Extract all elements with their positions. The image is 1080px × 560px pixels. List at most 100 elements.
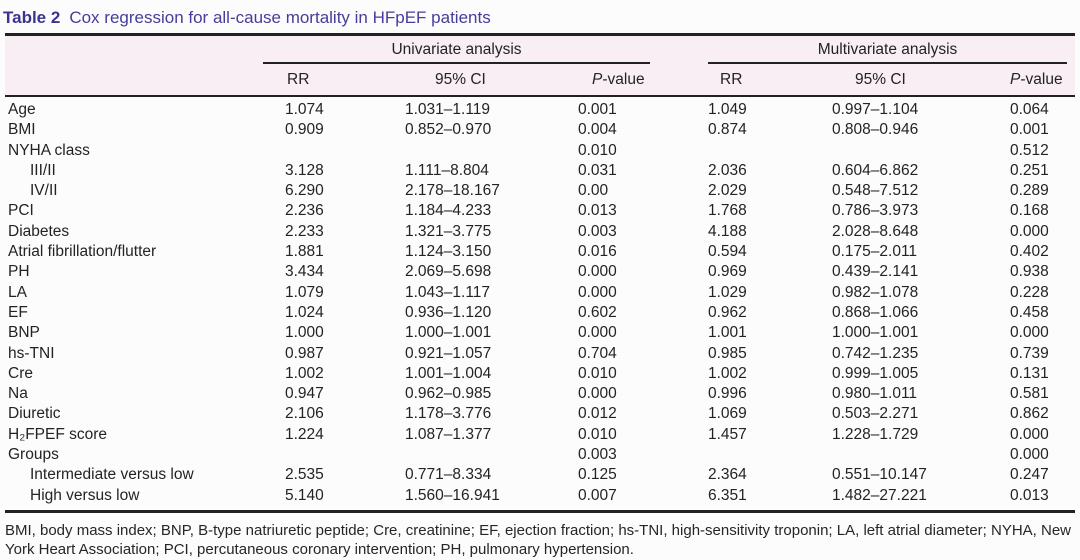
cell-uni-ci: 1.001–1.004 [405, 364, 492, 382]
row-label: Groups [8, 446, 59, 464]
row-label: hs-TNI [8, 344, 55, 362]
cell-uni-rr: 2.106 [285, 405, 324, 423]
column-header-multi-rr: RR [720, 71, 743, 88]
cell-multi-p: 0.000 [1010, 222, 1049, 240]
column-header-variable [8, 64, 263, 95]
row-label: EF [8, 303, 28, 321]
cell-multi-rr: 0.594 [708, 243, 747, 261]
cell-uni-p: 0.012 [578, 405, 617, 423]
column-header-multi-ci: 95% CI [855, 71, 906, 88]
group-header-univariate: Univariate analysis [263, 36, 650, 64]
row-label: Age [8, 101, 36, 118]
cell-uni-ci: 1.321–3.775 [405, 222, 492, 240]
cell-uni-rr [263, 445, 383, 465]
cell-multi-ci: 0.786–3.973 [832, 202, 919, 220]
cell-gap [650, 141, 708, 161]
cell-gap [650, 242, 708, 262]
cell-multi-p: 0.458 [1010, 303, 1049, 321]
cell-multi-p: 0.512 [1010, 141, 1049, 159]
cell-uni-p: 0.031 [578, 161, 617, 179]
row-label: BNP [8, 324, 40, 342]
table-number: Table 2 [3, 8, 61, 27]
cell-multi-ci: 0.982–1.078 [832, 283, 919, 301]
cell-multi-rr [708, 445, 830, 465]
cell-multi-ci: 0.439–2.141 [832, 263, 919, 281]
cell-multi-ci: 0.742–1.235 [832, 344, 919, 362]
cell-uni-p: 0.000 [578, 263, 617, 281]
cell-uni-ci: 0.936–1.120 [405, 303, 492, 321]
cell-gap [650, 161, 708, 181]
cell-multi-rr: 0.874 [708, 121, 747, 139]
column-header-uni-rr: RR [287, 71, 310, 88]
cell-uni-rr: 1.024 [285, 303, 324, 321]
column-header-uni-pvalue: P-value [592, 71, 645, 88]
cell-multi-ci: 0.503–2.271 [832, 405, 919, 423]
cell-uni-p: 0.010 [578, 364, 617, 382]
cell-multi-p: 0.402 [1010, 243, 1049, 261]
row-label: Atrial fibrillation/flutter [8, 243, 157, 261]
header-spacer [8, 36, 263, 64]
cell-gap [650, 323, 708, 343]
cell-gap [650, 404, 708, 424]
cox-regression-table: Univariate analysis Multivariate analysi… [5, 33, 1075, 513]
row-label: Intermediate versus low [30, 466, 194, 484]
cell-uni-rr: 1.224 [285, 425, 324, 443]
row-label: High versus low [30, 486, 140, 504]
cell-uni-ci: 1.043–1.117 [405, 283, 491, 301]
cell-uni-ci: 1.124–3.150 [405, 243, 492, 261]
cell-uni-p: 0.010 [578, 141, 617, 159]
table-caption-text: Cox regression for all-cause mortality i… [69, 8, 491, 27]
cell-multi-rr: 0.962 [708, 303, 747, 321]
cell-gap [650, 120, 708, 140]
row-label: III/II [30, 161, 56, 179]
cell-uni-p: 0.007 [578, 486, 617, 504]
cell-gap [650, 384, 708, 404]
cell-uni-p: 0.000 [578, 324, 617, 342]
cell-multi-ci: 2.028–8.648 [832, 222, 919, 240]
cell-uni-rr: 0.987 [285, 344, 324, 362]
row-label: Diabetes [8, 222, 70, 240]
row-label: Diuretic [8, 405, 61, 423]
cell-multi-rr: 1.001 [708, 324, 747, 342]
cell-uni-ci: 1.184–4.233 [405, 202, 492, 220]
cell-uni-p: 0.00 [578, 182, 609, 200]
cell-gap [650, 465, 708, 485]
table-body: Age 1.074 1.031–1.119 0.001 1.049 0.997–1.104… [5, 97, 1075, 513]
cell-uni-rr: 2.233 [285, 222, 324, 240]
cell-uni-p: 0.602 [578, 303, 617, 321]
header-gap [650, 36, 708, 64]
cell-multi-p: 0.064 [1010, 101, 1049, 118]
cell-multi-ci: 0.604–6.862 [832, 161, 919, 179]
column-gap [650, 64, 708, 95]
cell-gap [650, 283, 708, 303]
cell-uni-ci: 1.031–1.119 [405, 101, 491, 118]
cell-multi-p: 0.131 [1010, 364, 1049, 382]
cell-uni-ci: 2.069–5.698 [405, 263, 492, 281]
cell-uni-ci: 0.771–8.334 [405, 466, 492, 484]
cell-multi-p: 0.000 [1010, 324, 1049, 342]
cell-multi-p: 0.581 [1010, 385, 1049, 403]
cell-multi-rr: 0.969 [708, 263, 747, 281]
cell-uni-p: 0.003 [578, 446, 617, 464]
cell-multi-rr: 2.364 [708, 466, 747, 484]
cell-multi-p: 0.251 [1010, 161, 1049, 179]
cell-uni-rr: 2.535 [285, 466, 324, 484]
cell-uni-rr: 3.434 [285, 263, 324, 281]
cell-multi-p: 0.228 [1010, 283, 1049, 301]
cell-multi-p: 0.013 [1010, 486, 1049, 504]
cell-uni-rr: 1.002 [285, 364, 324, 382]
cell-uni-rr: 1.079 [285, 283, 324, 301]
cell-uni-ci: 2.178–18.167 [405, 182, 500, 200]
cell-multi-rr: 2.029 [708, 182, 747, 200]
cell-gap [650, 445, 708, 465]
cell-multi-ci: 1.000–1.001 [832, 324, 919, 342]
cell-multi-rr: 1.768 [708, 202, 747, 220]
cell-multi-rr: 0.996 [708, 385, 747, 403]
cell-uni-p: 0.013 [578, 202, 617, 220]
cell-uni-p: 0.004 [578, 121, 617, 139]
cell-uni-rr: 0.909 [285, 121, 324, 139]
cell-multi-p: 0.862 [1010, 405, 1049, 423]
cell-multi-rr: 1.457 [708, 425, 747, 443]
cell-uni-p: 0.003 [578, 222, 617, 240]
cell-uni-rr: 1.881 [285, 243, 324, 261]
